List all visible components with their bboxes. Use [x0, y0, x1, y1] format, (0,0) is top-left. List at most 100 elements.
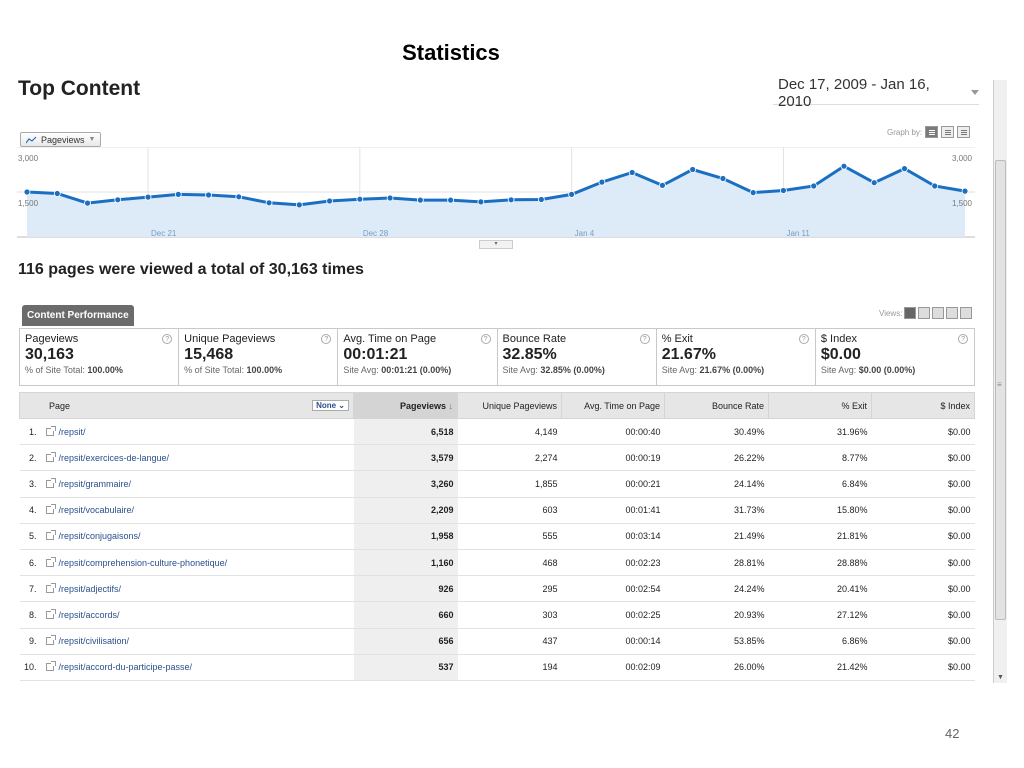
chart-data-point[interactable] — [568, 191, 576, 198]
chart-data-point[interactable] — [598, 178, 606, 186]
help-icon[interactable]: ? — [321, 334, 332, 344]
page-link[interactable]: /repsit/ — [58, 426, 86, 437]
help-icon[interactable]: ? — [639, 334, 650, 344]
chart-data-point[interactable] — [901, 165, 908, 173]
chart-data-point[interactable] — [537, 196, 545, 203]
external-link-icon[interactable] — [45, 530, 56, 541]
scorecard-title: Bounce Rate — [502, 333, 567, 345]
chart-data-point[interactable] — [326, 197, 333, 205]
scorecard: Unique Pageviews? 15,468 % of Site Total: … — [179, 329, 339, 385]
scorecard-value: 15,468 — [184, 346, 234, 363]
pivot-view-button[interactable] — [960, 307, 973, 319]
chart-data-point[interactable] — [780, 187, 787, 194]
column-header-page[interactable]: Page None ⌄ — [19, 392, 354, 419]
chart-data-point[interactable] — [386, 194, 394, 202]
external-link-icon[interactable] — [45, 504, 56, 515]
help-icon[interactable]: ? — [480, 334, 491, 344]
chart-data-point[interactable] — [447, 196, 455, 204]
external-link-icon[interactable] — [45, 477, 56, 488]
pie-view-button[interactable] — [918, 307, 931, 319]
vertical-scrollbar[interactable]: ≡ ▼ — [993, 80, 1007, 683]
scrollbar-thumb[interactable] — [995, 160, 1006, 620]
page-link[interactable]: /repsit/accord-du-participe-passe/ — [58, 662, 193, 673]
line-chart-icon — [26, 136, 37, 143]
date-range-picker[interactable]: Dec 17, 2009 - Jan 16, 2010 — [773, 76, 979, 110]
graph-by-week-button[interactable] — [941, 126, 955, 138]
external-link-icon[interactable] — [45, 451, 56, 462]
chart-data-point[interactable] — [810, 182, 818, 190]
external-link-icon[interactable] — [45, 425, 56, 436]
chart-data-point[interactable] — [84, 199, 91, 207]
chart-data-point[interactable] — [931, 182, 939, 190]
chart-data-point[interactable] — [174, 191, 182, 198]
external-link-icon[interactable] — [45, 608, 56, 619]
column-header-avg-time[interactable]: Avg. Time on Page — [561, 392, 665, 419]
external-link-icon[interactable] — [45, 556, 56, 567]
exit-cell: 27.12% — [768, 601, 872, 629]
row-number: 6. — [19, 549, 42, 577]
chart-data-point[interactable] — [689, 166, 697, 173]
avg-time-cell: 00:02:54 — [561, 575, 665, 603]
secondary-dimension-select[interactable]: None ⌄ — [312, 400, 349, 411]
chart-data-point[interactable] — [205, 191, 212, 199]
chart-resize-handle[interactable]: ▾ — [479, 240, 513, 249]
graph-metric-selector[interactable]: Pageviews ▼ — [20, 132, 102, 147]
help-icon[interactable]: ? — [798, 334, 809, 344]
chart-data-point[interactable] — [507, 196, 515, 204]
tab-content-performance[interactable]: Content Performance — [22, 305, 134, 326]
unique-pageviews-cell: 603 — [457, 497, 562, 524]
chart-data-point[interactable] — [749, 189, 757, 196]
chart-data-point[interactable] — [144, 193, 152, 201]
page-link[interactable]: /repsit/adjectifs/ — [58, 583, 122, 594]
chart-data-point[interactable] — [23, 188, 31, 196]
chart-data-point[interactable] — [295, 201, 303, 209]
column-header-index[interactable]: $ Index — [871, 392, 975, 419]
scrollbar-grip-icon: ≡ — [997, 380, 1002, 389]
avg-time-cell: 00:00:21 — [561, 470, 665, 498]
external-link-icon[interactable] — [45, 582, 56, 593]
chart-data-point[interactable] — [719, 175, 727, 182]
page-link[interactable]: /repsit/conjugaisons/ — [58, 531, 141, 542]
column-header-bounce-rate[interactable]: Bounce Rate — [664, 392, 769, 419]
chart-data-point[interactable] — [265, 199, 273, 207]
page-link[interactable]: /repsit/comprehension-culture-phonetique… — [58, 557, 228, 568]
avg-time-cell: 00:02:09 — [561, 654, 665, 681]
page-link[interactable]: /repsit/grammaire/ — [58, 478, 132, 489]
external-link-icon[interactable] — [45, 661, 56, 672]
chart-data-point[interactable] — [961, 187, 969, 195]
page-link[interactable]: /repsit/civilisation/ — [58, 636, 130, 647]
exit-cell: 21.81% — [768, 523, 872, 550]
table-row: 10. /repsit/accord-du-participe-passe/537… — [19, 654, 975, 681]
chart-data-point[interactable] — [870, 179, 878, 187]
chart-data-point[interactable] — [840, 162, 848, 170]
chart-data-point[interactable] — [53, 190, 61, 197]
page-link[interactable]: /repsit/vocabulaire/ — [58, 505, 135, 516]
column-header-exit[interactable]: % Exit — [768, 392, 872, 419]
chart-data-point[interactable] — [416, 196, 424, 204]
comparison-view-button[interactable] — [946, 307, 959, 319]
scorecard-subtext-value: 100.00% — [87, 365, 123, 375]
y-axis-top-label-right: 3,000 — [952, 154, 973, 163]
scorecard: Avg. Time on Page? 00:01:21 Site Avg: 00:0… — [338, 329, 498, 385]
scorecard: Bounce Rate? 32.85% Site Avg: 32.85% (0.00… — [498, 329, 657, 385]
help-icon[interactable]: ? — [958, 334, 969, 344]
table-view-button[interactable] — [904, 307, 917, 319]
column-header-unique-pageviews[interactable]: Unique Pageviews — [457, 392, 562, 419]
bar-view-button[interactable] — [932, 307, 945, 319]
chart-data-point[interactable] — [628, 169, 636, 176]
chart-data-point[interactable] — [659, 182, 666, 189]
chart-data-point[interactable] — [114, 196, 122, 204]
help-icon[interactable]: ? — [162, 334, 173, 344]
y-axis-top-label: 3,000 — [18, 154, 39, 163]
page-link[interactable]: /repsit/accords/ — [58, 609, 120, 620]
bounce-rate-cell: 31.73% — [664, 497, 769, 524]
scroll-down-icon[interactable]: ▼ — [997, 674, 1004, 681]
chart-data-point[interactable] — [477, 198, 485, 206]
graph-by-day-button[interactable] — [925, 126, 939, 138]
chart-data-point[interactable] — [235, 193, 243, 201]
column-header-pageviews[interactable]: Pageviews ↓ — [353, 392, 458, 419]
page-link[interactable]: /repsit/exercices-de-langue/ — [58, 452, 170, 463]
external-link-icon[interactable] — [45, 635, 56, 646]
graph-by-month-button[interactable] — [957, 126, 971, 138]
chart-data-point[interactable] — [356, 195, 364, 203]
